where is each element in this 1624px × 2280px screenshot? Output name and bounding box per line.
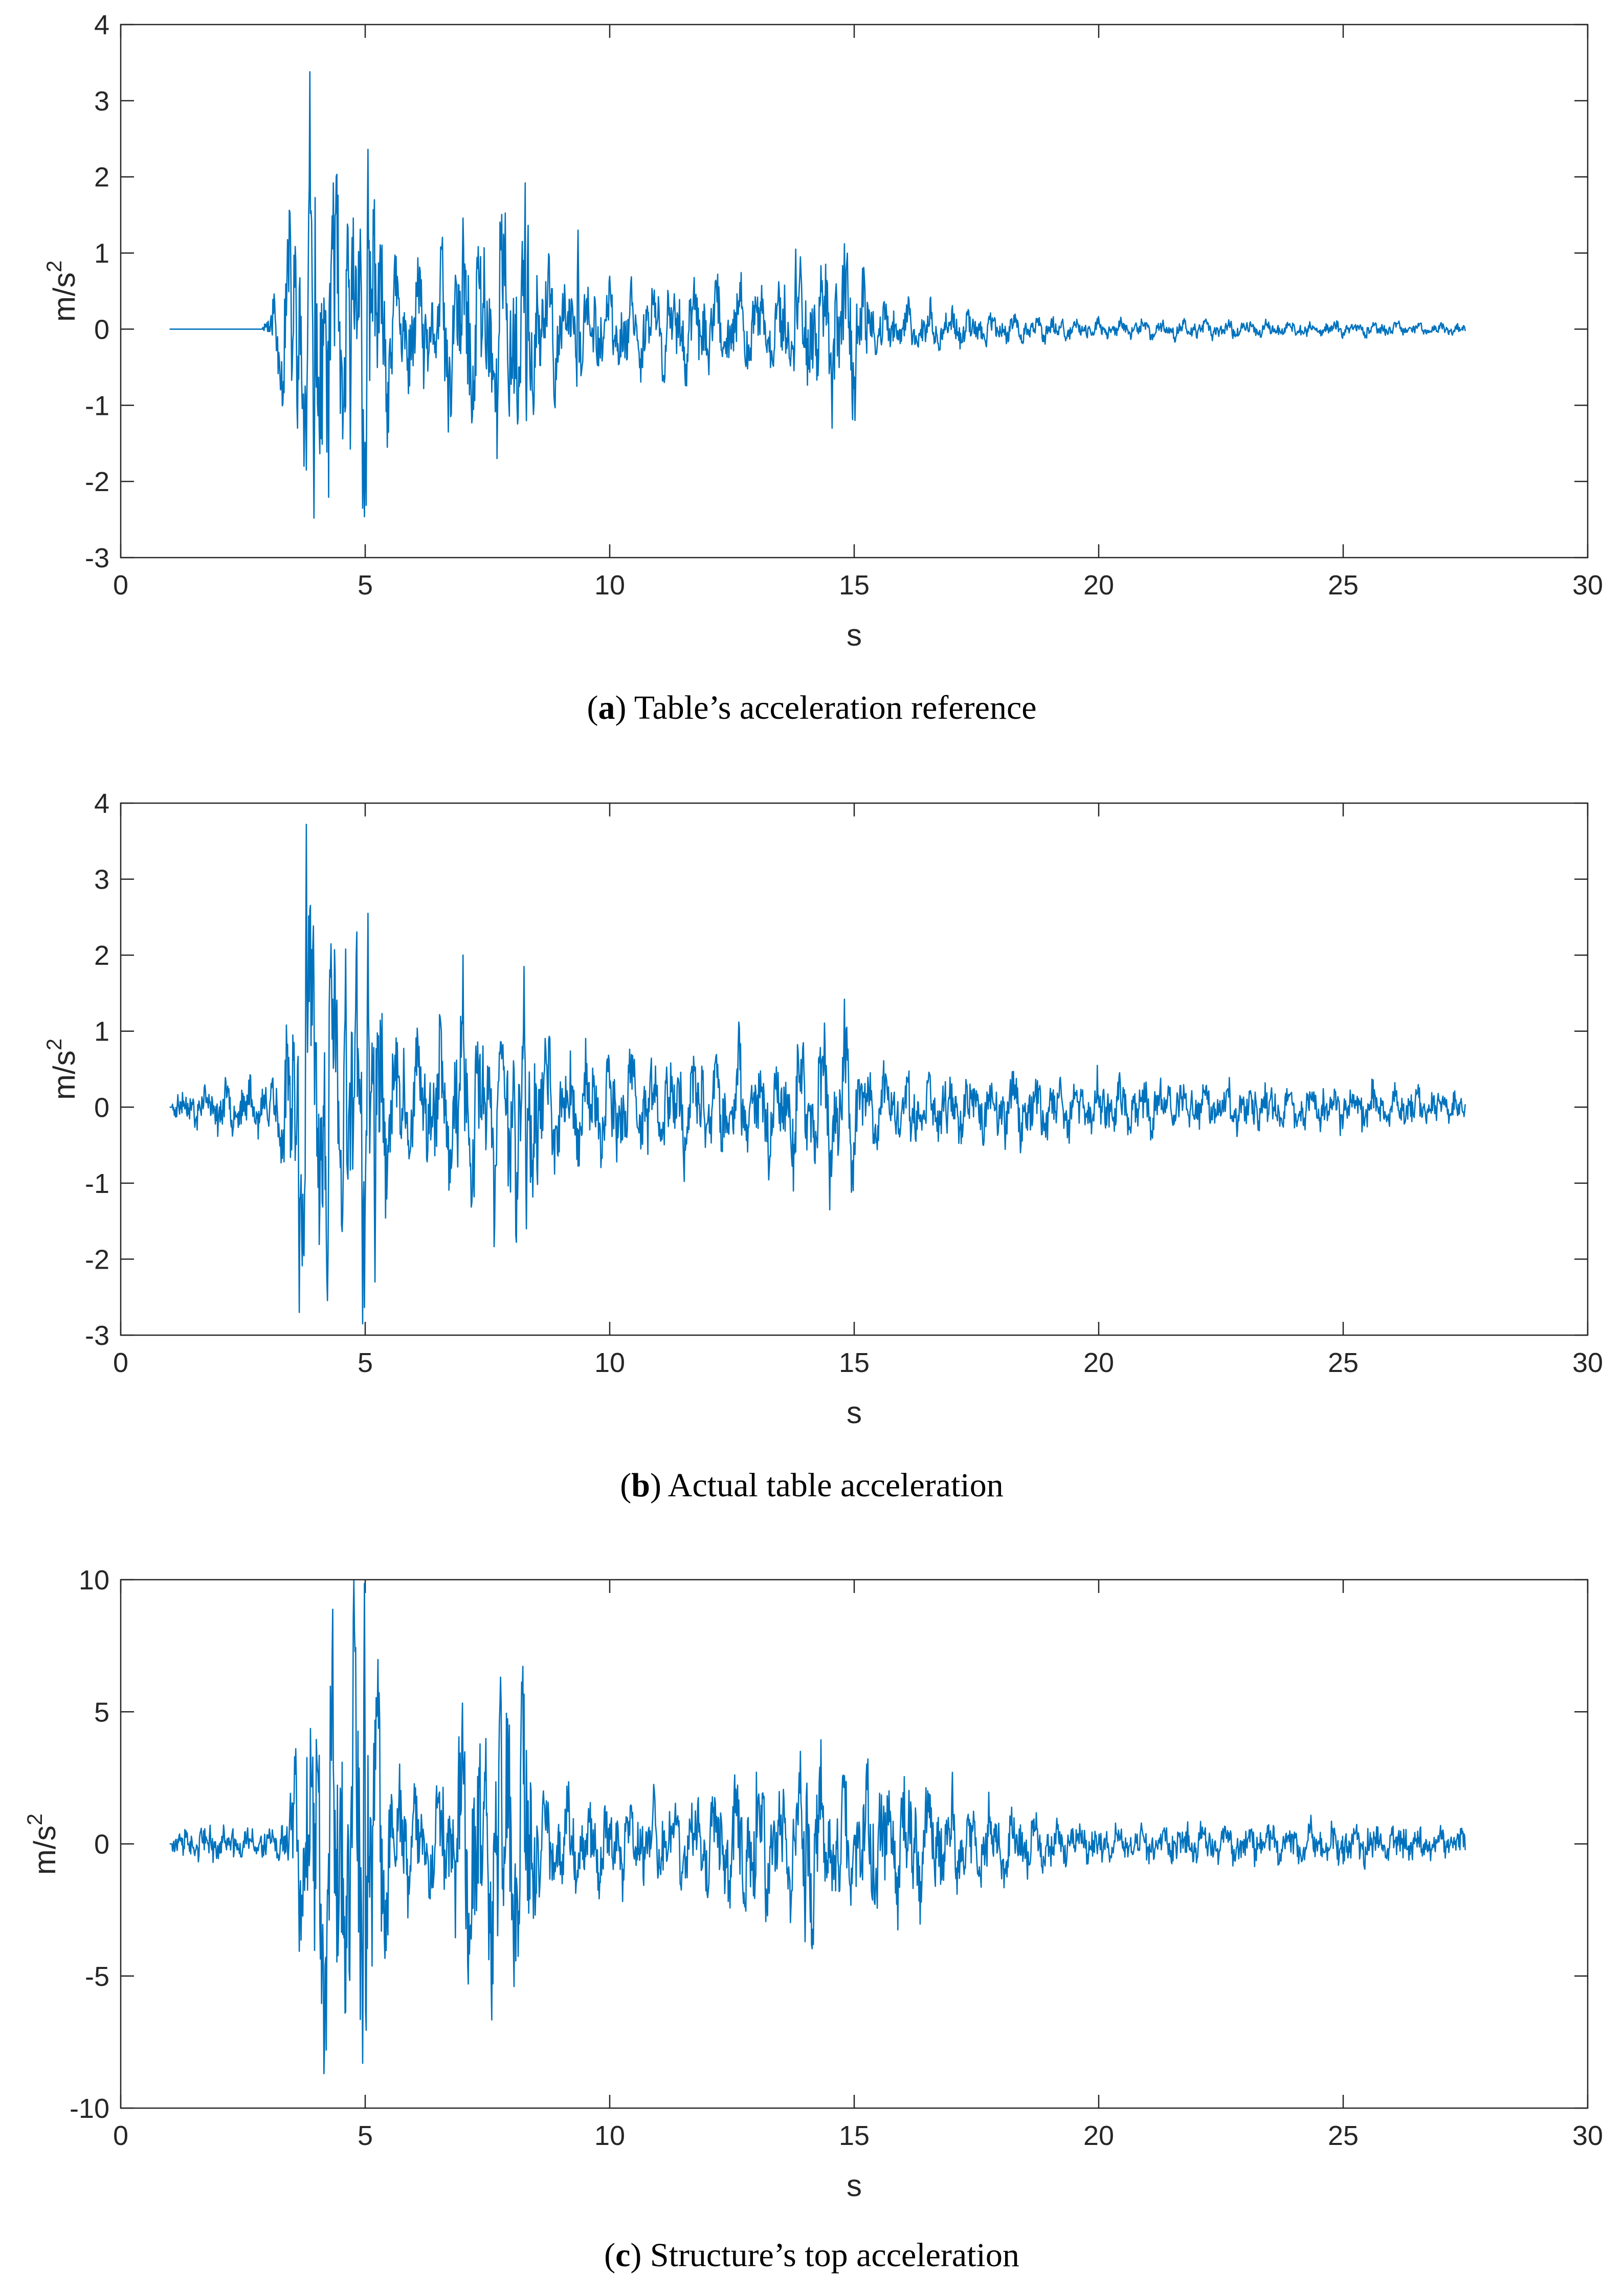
y-tick-label: 3 <box>94 865 109 895</box>
y-axis-label-sup-c: 2 <box>23 1813 47 1825</box>
y-tick-label: 5 <box>94 1697 109 1728</box>
x-ticks-a: 0 5 10 15 20 25 30 <box>113 25 1603 601</box>
y-tick-label: 4 <box>94 10 109 40</box>
caption-paren-open-b: ( <box>620 1467 631 1504</box>
caption-c: (c) Structure’s top acceleration <box>604 2237 1019 2274</box>
y-tick-label: -5 <box>85 1961 109 1992</box>
x-axis-label-c: s <box>847 2168 862 2203</box>
caption-letter-a: a <box>598 689 615 726</box>
y-tick-label: -2 <box>85 467 109 497</box>
x-ticks-c: 0 5 10 15 20 25 30 <box>113 1580 1603 2151</box>
x-tick-label: 25 <box>1328 570 1359 601</box>
y-tick-label: 3 <box>94 86 109 117</box>
y-axis-label-c: m/s2 <box>23 1813 62 1875</box>
caption-letter-c: c <box>615 2237 630 2274</box>
x-tick-label: 0 <box>113 570 128 601</box>
y-tick-label: 0 <box>94 1092 109 1123</box>
plot-box-c <box>120 1579 1589 2109</box>
y-axis-label-sup-a: 2 <box>42 260 66 272</box>
plot-area-b <box>121 803 1588 1335</box>
series-line-b <box>169 824 1466 1324</box>
y-tick-label: -1 <box>85 1168 109 1199</box>
plot-box-a <box>120 24 1589 559</box>
x-tick-label: 10 <box>594 1347 625 1378</box>
panel-c: 0 5 10 15 20 25 30 -10 -5 0 5 10 s m/s2 (c) Struct… <box>23 1565 1603 2274</box>
plot-area-a <box>121 25 1588 558</box>
x-tick-label: 20 <box>1083 1347 1114 1378</box>
y-tick-label: 0 <box>94 1829 109 1860</box>
y-ticks-a: -3 -2 -1 0 1 2 3 4 <box>85 10 1588 573</box>
caption-paren-close-b: ) <box>650 1467 668 1504</box>
caption-letter-b: b <box>631 1467 650 1504</box>
series-line-c <box>169 1579 1466 2074</box>
x-tick-label: 30 <box>1572 1347 1603 1378</box>
caption-a: (a) Table’s acceleration reference <box>587 689 1036 726</box>
y-axis-label-b: m/s2 <box>42 1038 81 1100</box>
y-tick-label: -2 <box>85 1244 109 1275</box>
x-tick-label: 20 <box>1083 570 1114 601</box>
series-line-a <box>169 71 1466 519</box>
caption-paren-close-a: ) <box>615 689 634 726</box>
x-ticks-b: 0 5 10 15 20 25 30 <box>113 803 1603 1378</box>
x-tick-label: 10 <box>594 2120 625 2151</box>
y-tick-label: 1 <box>94 238 109 269</box>
caption-text-b: Actual table acceleration <box>668 1467 1004 1504</box>
y-tick-label: -3 <box>85 1320 109 1351</box>
x-tick-label: 25 <box>1328 1347 1359 1378</box>
y-tick-label: -1 <box>85 390 109 421</box>
x-tick-label: 5 <box>358 570 373 601</box>
caption-b: (b) Actual table acceleration <box>620 1467 1004 1504</box>
y-tick-label: -3 <box>85 543 109 573</box>
caption-paren-open-a: ( <box>587 689 598 726</box>
x-tick-label: 5 <box>358 2120 373 2151</box>
x-tick-label: 0 <box>113 1347 128 1378</box>
x-tick-label: 30 <box>1572 2120 1603 2151</box>
x-tick-label: 30 <box>1572 570 1603 601</box>
x-tick-label: 15 <box>839 2120 870 2151</box>
x-tick-label: 5 <box>358 1347 373 1378</box>
x-tick-label: 10 <box>594 570 625 601</box>
x-axis-label-b: s <box>847 1396 862 1430</box>
x-tick-label: 20 <box>1083 2120 1114 2151</box>
y-axis-label-base-c: m/s <box>28 1825 62 1875</box>
x-tick-label: 15 <box>839 1347 870 1378</box>
x-tick-label: 25 <box>1328 2120 1359 2151</box>
x-tick-label: 0 <box>113 2120 128 2151</box>
y-tick-label: 0 <box>94 314 109 345</box>
caption-text-c: Structure’s top acceleration <box>650 2237 1019 2274</box>
y-tick-label: 2 <box>94 162 109 193</box>
caption-paren-open-c: ( <box>604 2237 615 2274</box>
y-tick-label: -10 <box>70 2093 109 2124</box>
y-tick-label: 4 <box>94 788 109 819</box>
y-tick-label: 2 <box>94 940 109 971</box>
caption-text-a: Table’s acceleration reference <box>634 689 1037 726</box>
y-axis-label-sup-b: 2 <box>42 1038 66 1050</box>
plot-box-b <box>120 802 1589 1336</box>
y-tick-label: 1 <box>94 1016 109 1047</box>
caption-paren-close-c: ) <box>630 2237 650 2274</box>
x-tick-label: 15 <box>839 570 870 601</box>
y-tick-label: 10 <box>79 1565 109 1596</box>
y-axis-label-a: m/s2 <box>42 260 81 322</box>
y-axis-label-base-b: m/s <box>47 1050 81 1100</box>
y-axis-label-base-a: m/s <box>47 272 81 322</box>
y-ticks-c: -10 -5 0 5 10 <box>70 1565 1588 2124</box>
x-axis-label-a: s <box>847 618 862 652</box>
